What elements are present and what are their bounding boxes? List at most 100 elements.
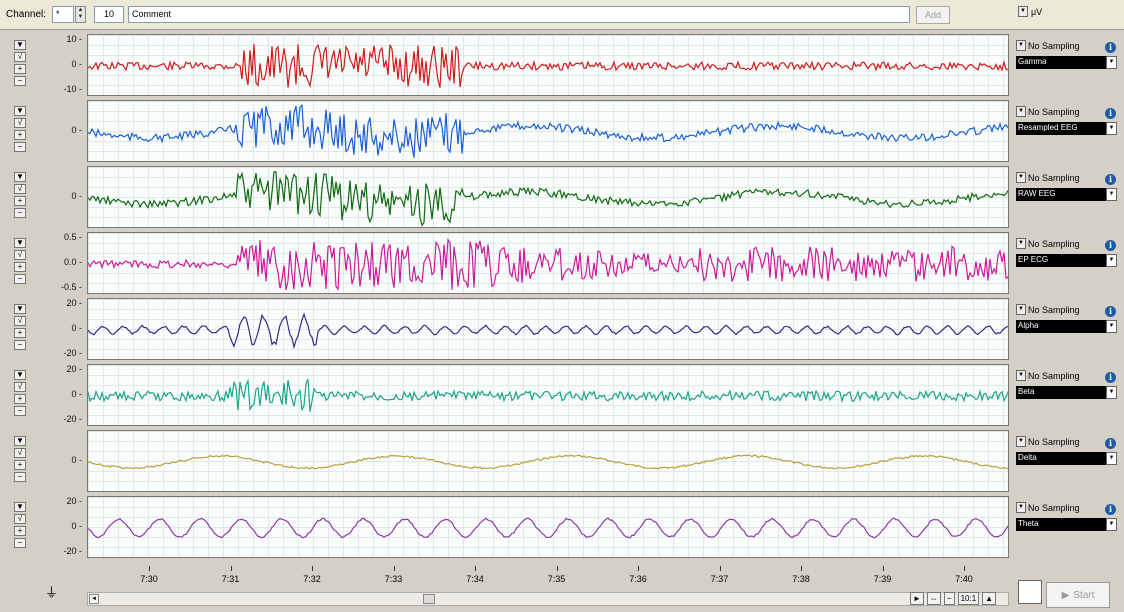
info-icon[interactable]: i — [1105, 174, 1116, 185]
dropdown-icon[interactable]: ▼ — [14, 370, 26, 380]
zoom-out-icon[interactable]: − — [14, 142, 26, 152]
scale-icon[interactable]: √ — [14, 118, 26, 128]
channel-plot[interactable] — [87, 298, 1009, 360]
scale-icon[interactable]: √ — [14, 184, 26, 194]
channel-name: Beta — [1016, 386, 1106, 399]
zoom-in-icon[interactable]: + — [14, 328, 26, 338]
channel-settings: ▼ No Sampling i Resampled EEG ▼ — [1016, 106, 1120, 135]
dropdown-icon[interactable]: ▼ — [14, 238, 26, 248]
time-tick-label: 7:34 — [466, 574, 484, 584]
channel-plot[interactable] — [87, 34, 1009, 96]
time-scrollbar[interactable]: ◄ — [87, 592, 1009, 606]
info-icon[interactable]: i — [1105, 372, 1116, 383]
channel-plot[interactable] — [87, 496, 1009, 558]
channel-plot[interactable] — [87, 430, 1009, 492]
zoom-controls: ► ⇔ − 10:1 ▲ — [910, 592, 997, 605]
chevron-down-icon: ▼ — [1016, 106, 1026, 117]
y-tick-label: 0 - — [71, 521, 82, 531]
sampling-dropdown[interactable]: ▼ No Sampling — [1016, 40, 1120, 51]
zoom-out-icon[interactable]: − — [14, 208, 26, 218]
dropdown-icon[interactable]: ▼ — [14, 172, 26, 182]
zoom-level[interactable]: 10:1 — [957, 592, 980, 605]
time-tick-mark — [230, 566, 232, 571]
zoom-out-icon[interactable]: − — [14, 274, 26, 284]
time-axis: 7:30 7:31 7:32 7:33 7:34 7:35 7:36 7:37 7:38 7:39… — [87, 566, 1009, 586]
channel-plot[interactable] — [87, 100, 1009, 162]
scale-icon[interactable]: √ — [14, 448, 26, 458]
dropdown-icon[interactable]: ▼ — [14, 40, 26, 50]
channel-spinner[interactable]: ▲ ▼ — [75, 6, 86, 23]
zoom-in-icon[interactable]: + — [14, 526, 26, 536]
zoom-in-icon[interactable]: + — [14, 394, 26, 404]
channel-select[interactable]: * — [52, 6, 74, 23]
zoom-out-icon[interactable]: − — [14, 406, 26, 416]
units-dropdown[interactable]: ▼ μV — [1018, 6, 1042, 17]
sampling-dropdown[interactable]: ▼ No Sampling — [1016, 238, 1120, 249]
dropdown-icon[interactable]: ▼ — [14, 436, 26, 446]
dropdown-icon[interactable]: ▼ — [14, 106, 26, 116]
comment-input[interactable]: Comment — [128, 6, 910, 23]
usb-icon[interactable]: ⏚ — [45, 585, 59, 600]
chevron-down-icon: ▼ — [1106, 452, 1117, 465]
dropdown-icon[interactable]: ▼ — [14, 304, 26, 314]
channel-name-select[interactable]: Beta ▼ — [1016, 386, 1120, 399]
channel-name-select[interactable]: Theta ▼ — [1016, 518, 1120, 531]
scale-icon[interactable]: √ — [14, 514, 26, 524]
sampling-dropdown[interactable]: ▼ No Sampling — [1016, 370, 1120, 381]
channel-plot[interactable] — [87, 364, 1009, 426]
zoom-out-icon[interactable]: − — [14, 76, 26, 86]
sampling-label: No Sampling — [1028, 106, 1080, 117]
scale-icon[interactable]: √ — [14, 382, 26, 392]
time-tick-mark — [393, 566, 395, 571]
scale-icon[interactable]: √ — [14, 250, 26, 260]
signal-trace — [88, 43, 1008, 89]
dropdown-icon[interactable]: ▼ — [14, 502, 26, 512]
scroll-left-icon[interactable]: ◄ — [89, 594, 99, 604]
scroll-right-icon[interactable]: ► — [910, 592, 924, 605]
zoom-out-icon[interactable]: − — [14, 538, 26, 548]
scroll-thumb[interactable] — [423, 594, 435, 604]
scale-icon[interactable]: √ — [14, 316, 26, 326]
trace-svg — [88, 517, 1008, 539]
scale-icon[interactable]: √ — [14, 52, 26, 62]
zoom-in-icon[interactable]: + — [14, 64, 26, 74]
channel-name-select[interactable]: Alpha ▼ — [1016, 320, 1120, 333]
y-tick-label: 10 - — [66, 34, 82, 44]
start-button[interactable]: ▶ Start — [1046, 582, 1110, 608]
info-icon[interactable]: i — [1105, 240, 1116, 251]
channel-name-select[interactable]: RAW EEG ▼ — [1016, 188, 1120, 201]
zoom-in-icon[interactable]: + — [14, 262, 26, 272]
zoom-out-icon[interactable]: − — [943, 592, 955, 605]
add-button[interactable]: Add — [916, 6, 950, 24]
sampling-dropdown[interactable]: ▼ No Sampling — [1016, 172, 1120, 183]
channel-name-select[interactable]: EP ECG ▼ — [1016, 254, 1120, 267]
sampling-dropdown[interactable]: ▼ No Sampling — [1016, 436, 1120, 447]
zoom-in-icon[interactable]: + — [14, 460, 26, 470]
channel-controls: ▼ √ + − — [10, 436, 30, 482]
channel-name-select[interactable]: Resampled EEG ▼ — [1016, 122, 1120, 135]
channel-name: Delta — [1016, 452, 1106, 465]
zoom-in-icon[interactable]: + — [14, 196, 26, 206]
channel-controls: ▼ √ + − — [10, 502, 30, 548]
sampling-dropdown[interactable]: ▼ No Sampling — [1016, 304, 1120, 315]
zoom-out-icon[interactable]: − — [14, 472, 26, 482]
fit-icon[interactable]: ⇔ — [926, 592, 941, 605]
number-field[interactable]: 10 — [94, 6, 124, 23]
time-tick-label: 7:30 — [140, 574, 158, 584]
info-icon[interactable]: i — [1105, 438, 1116, 449]
mountain-icon[interactable]: ▲ — [982, 592, 997, 605]
sampling-dropdown[interactable]: ▼ No Sampling — [1016, 502, 1120, 513]
info-icon[interactable]: i — [1105, 504, 1116, 515]
zoom-out-icon[interactable]: − — [14, 340, 26, 350]
channel-name-select[interactable]: Delta ▼ — [1016, 452, 1120, 465]
channel-plot[interactable] — [87, 232, 1009, 294]
device-icon[interactable] — [1018, 580, 1042, 604]
channel-name-select[interactable]: Gamma ▼ — [1016, 56, 1120, 69]
signal-trace — [88, 454, 1008, 470]
sampling-dropdown[interactable]: ▼ No Sampling — [1016, 106, 1120, 117]
info-icon[interactable]: i — [1105, 42, 1116, 53]
zoom-in-icon[interactable]: + — [14, 130, 26, 140]
channel-plot[interactable] — [87, 166, 1009, 228]
info-icon[interactable]: i — [1105, 108, 1116, 119]
info-icon[interactable]: i — [1105, 306, 1116, 317]
